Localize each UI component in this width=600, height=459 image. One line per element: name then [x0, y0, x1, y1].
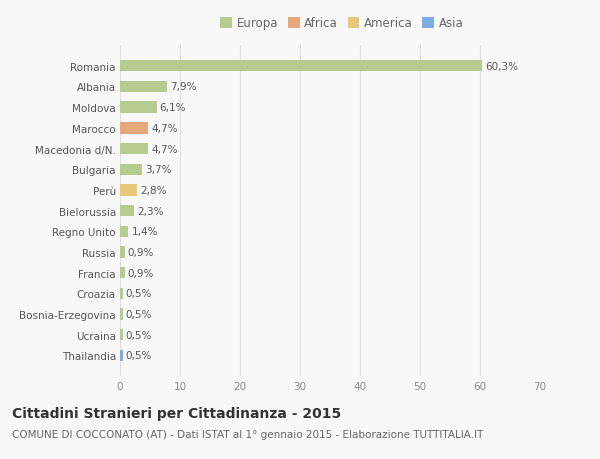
Text: 2,3%: 2,3%	[137, 206, 163, 216]
Text: 0,5%: 0,5%	[125, 309, 152, 319]
Bar	[120, 350, 123, 361]
Text: 0,5%: 0,5%	[125, 351, 152, 361]
Text: 1,4%: 1,4%	[131, 227, 158, 237]
Bar	[120, 309, 123, 320]
Bar	[120, 226, 128, 237]
Bar	[120, 123, 148, 134]
Bar	[120, 164, 142, 175]
Legend: Europa, Africa, America, Asia: Europa, Africa, America, Asia	[218, 15, 466, 33]
Text: 4,7%: 4,7%	[151, 144, 178, 154]
Text: 4,7%: 4,7%	[151, 123, 178, 134]
Bar	[120, 288, 123, 299]
Text: 0,9%: 0,9%	[128, 247, 154, 257]
Bar	[120, 102, 157, 113]
Bar	[120, 144, 148, 155]
Text: 6,1%: 6,1%	[160, 103, 186, 113]
Text: 7,9%: 7,9%	[170, 82, 197, 92]
Bar	[120, 268, 125, 279]
Text: 0,5%: 0,5%	[125, 289, 152, 299]
Bar	[120, 82, 167, 93]
Text: 0,5%: 0,5%	[125, 330, 152, 340]
Text: Cittadini Stranieri per Cittadinanza - 2015: Cittadini Stranieri per Cittadinanza - 2…	[12, 406, 341, 420]
Text: 3,7%: 3,7%	[145, 165, 172, 175]
Text: 0,9%: 0,9%	[128, 268, 154, 278]
Text: COMUNE DI COCCONATO (AT) - Dati ISTAT al 1° gennaio 2015 - Elaborazione TUTTITAL: COMUNE DI COCCONATO (AT) - Dati ISTAT al…	[12, 429, 484, 439]
Bar	[120, 330, 123, 341]
Bar	[120, 61, 482, 72]
Text: 60,3%: 60,3%	[485, 62, 518, 72]
Bar	[120, 247, 125, 258]
Text: 2,8%: 2,8%	[140, 185, 166, 196]
Bar	[120, 185, 137, 196]
Bar	[120, 206, 134, 217]
